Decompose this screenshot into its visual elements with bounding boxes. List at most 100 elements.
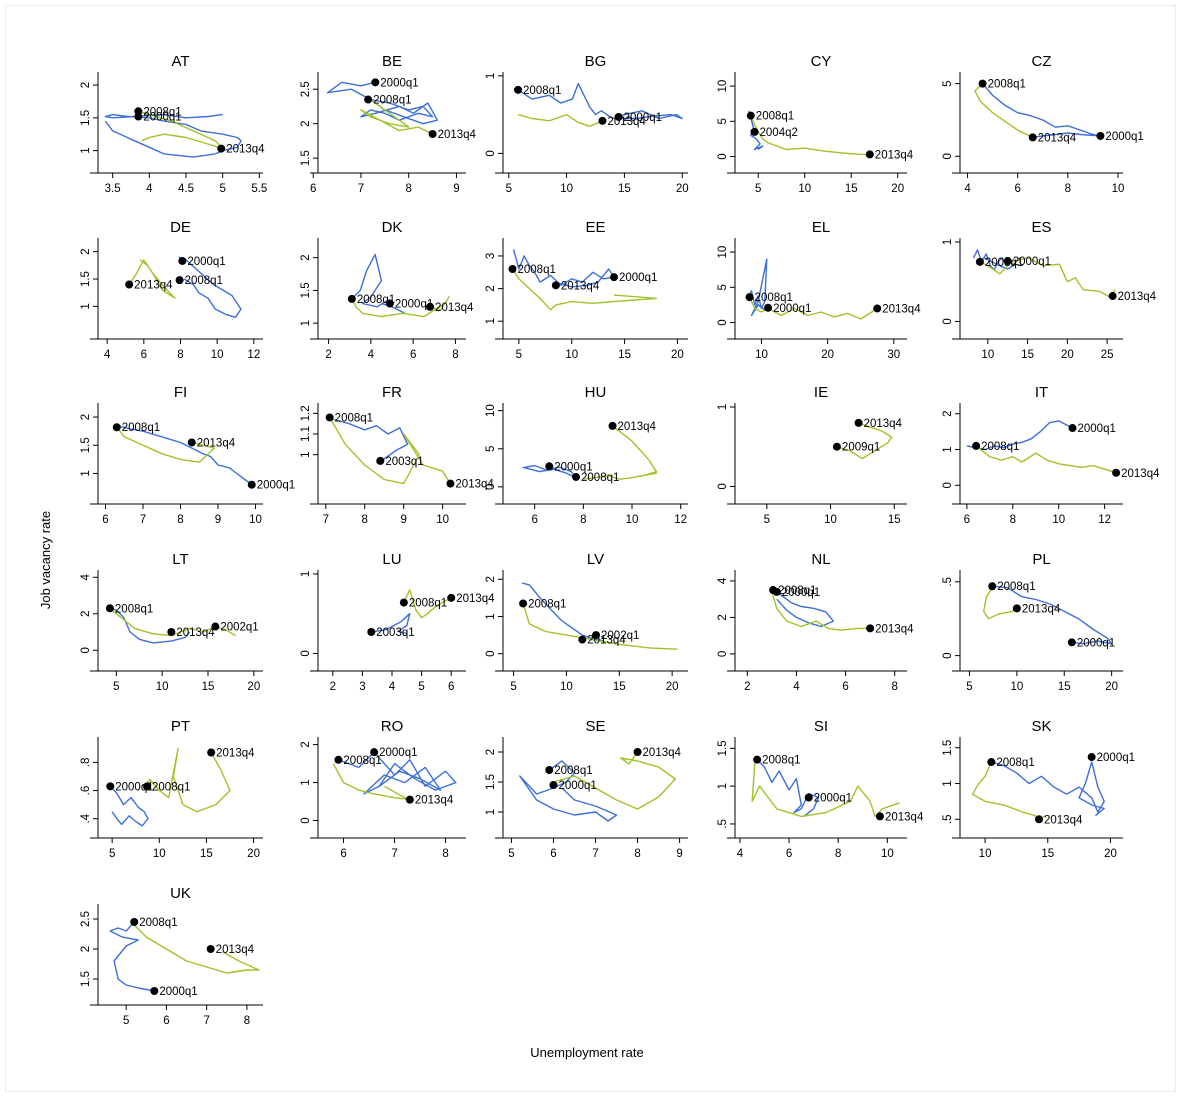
data-point-marker xyxy=(633,748,642,756)
x-tick-label: 8 xyxy=(835,848,841,860)
x-tick-label: 10 xyxy=(981,349,994,361)
x-tick-label: 6 xyxy=(310,183,316,195)
data-point-marker xyxy=(745,293,754,302)
data-point-label: 2008q1 xyxy=(755,292,793,304)
data-point-label: 2013q4 xyxy=(456,593,495,605)
panel-title: SE xyxy=(585,718,605,735)
x-tick-label: 7 xyxy=(203,1015,209,1027)
series-line-blue xyxy=(109,921,155,992)
x-tick-label: 8 xyxy=(362,514,368,526)
y-tick-label: 0 xyxy=(80,647,92,653)
x-tick-label: 10 xyxy=(755,349,768,361)
x-tick-label: 2 xyxy=(325,349,331,361)
data-point-label: 2002q1 xyxy=(220,622,258,634)
data-point-marker xyxy=(150,987,159,995)
data-point-label: 2008q1 xyxy=(988,79,1026,91)
x-tick-label: 4 xyxy=(737,848,744,860)
x-tick-label: 5.5 xyxy=(251,183,267,195)
data-point-label: 2008q1 xyxy=(335,412,373,424)
data-point-marker xyxy=(1108,292,1117,301)
x-tick-label: 6 xyxy=(448,681,454,693)
data-point-marker xyxy=(125,280,134,289)
panel-title: LV xyxy=(587,551,604,568)
x-tick-label: 15 xyxy=(618,183,631,195)
x-tick-label: 7 xyxy=(323,514,329,526)
x-tick-label: 15 xyxy=(613,681,626,693)
series-line-green xyxy=(748,296,878,320)
series-line-blue xyxy=(338,751,457,795)
data-point-marker xyxy=(347,294,356,303)
panel-title: ES xyxy=(1031,219,1051,236)
series-line-green xyxy=(332,763,411,801)
data-point-marker xyxy=(975,257,984,266)
data-point-marker xyxy=(130,918,139,926)
x-tick-label: 8 xyxy=(580,514,586,526)
data-point-label: 2000q1 xyxy=(257,480,295,492)
series-line-green xyxy=(116,426,216,463)
data-point-marker xyxy=(405,795,414,804)
data-point-label: 2008q1 xyxy=(756,111,794,123)
panel-title: LT xyxy=(172,551,188,568)
data-point-marker xyxy=(370,748,379,757)
series-line-blue xyxy=(519,82,683,120)
data-point-marker xyxy=(1028,133,1037,142)
x-tick-label: 3 xyxy=(359,681,365,693)
data-point-label: 2003q1 xyxy=(385,456,423,468)
data-point-label: 2000q1 xyxy=(395,298,433,310)
series-line-blue xyxy=(512,249,615,288)
y-tick-label: .5 xyxy=(717,819,729,829)
data-point-label: 2013q4 xyxy=(561,280,600,292)
series-line-blue xyxy=(109,607,191,644)
data-point-marker xyxy=(753,755,762,764)
x-tick-label: 4 xyxy=(389,681,396,693)
panel-sk: SK 10 15 20 .5 1 1.5 2008q1 2000q1 2013q4 xyxy=(942,718,1135,860)
x-tick-label: 20 xyxy=(1061,349,1074,361)
y-tick-label: 2.5 xyxy=(300,81,312,97)
x-tick-label: 30 xyxy=(887,349,900,361)
data-point-marker xyxy=(167,628,176,636)
x-tick-label: 7 xyxy=(358,183,364,195)
y-tick-label: 1.5 xyxy=(80,110,92,126)
series-line-blue xyxy=(521,582,604,642)
data-point-label: 2013q4 xyxy=(1022,603,1061,615)
data-point-marker xyxy=(549,781,558,789)
data-point-marker xyxy=(428,130,437,138)
x-tick-label: 5 xyxy=(113,681,119,693)
data-point-label: 2008q1 xyxy=(357,294,395,306)
series-line-green xyxy=(133,924,260,974)
series-line-blue xyxy=(771,589,834,628)
data-point-label: 2008q1 xyxy=(778,585,816,597)
y-tick-label: 1 xyxy=(300,779,312,785)
data-point-marker xyxy=(854,418,863,427)
data-point-marker xyxy=(519,599,528,608)
x-tick-label: 4 xyxy=(964,183,971,195)
y-tick-label: 2 xyxy=(80,611,92,617)
data-point-label: 2013q4 xyxy=(643,747,682,759)
data-point-marker xyxy=(1087,753,1096,762)
x-tick-label: 3.5 xyxy=(105,183,121,195)
x-tick-label: 7 xyxy=(391,848,397,860)
series-line-green xyxy=(109,607,236,637)
y-tick-label: 1 xyxy=(942,446,954,452)
x-tick-label: 15 xyxy=(1058,681,1071,693)
y-tick-label: 2 xyxy=(485,576,497,582)
data-point-marker xyxy=(207,748,216,757)
panel-title: FI xyxy=(174,384,187,401)
x-tick-label: 10 xyxy=(881,848,894,860)
series-line-green xyxy=(983,587,1018,620)
x-tick-label: 12 xyxy=(247,349,260,361)
data-point-label: 2013q4 xyxy=(618,421,657,433)
data-point-marker xyxy=(143,782,152,791)
data-point-marker xyxy=(614,112,623,121)
data-point-label: 2013q4 xyxy=(438,129,477,141)
data-point-marker xyxy=(804,793,813,802)
data-point-marker xyxy=(988,582,997,591)
x-tick-label: 4.5 xyxy=(178,183,194,195)
series-line-green xyxy=(836,422,893,460)
y-tick-label: 0 xyxy=(717,651,729,657)
series-line-green xyxy=(975,445,1117,474)
x-tick-label: 8 xyxy=(634,848,640,860)
data-point-label: 2008q1 xyxy=(981,441,1019,453)
